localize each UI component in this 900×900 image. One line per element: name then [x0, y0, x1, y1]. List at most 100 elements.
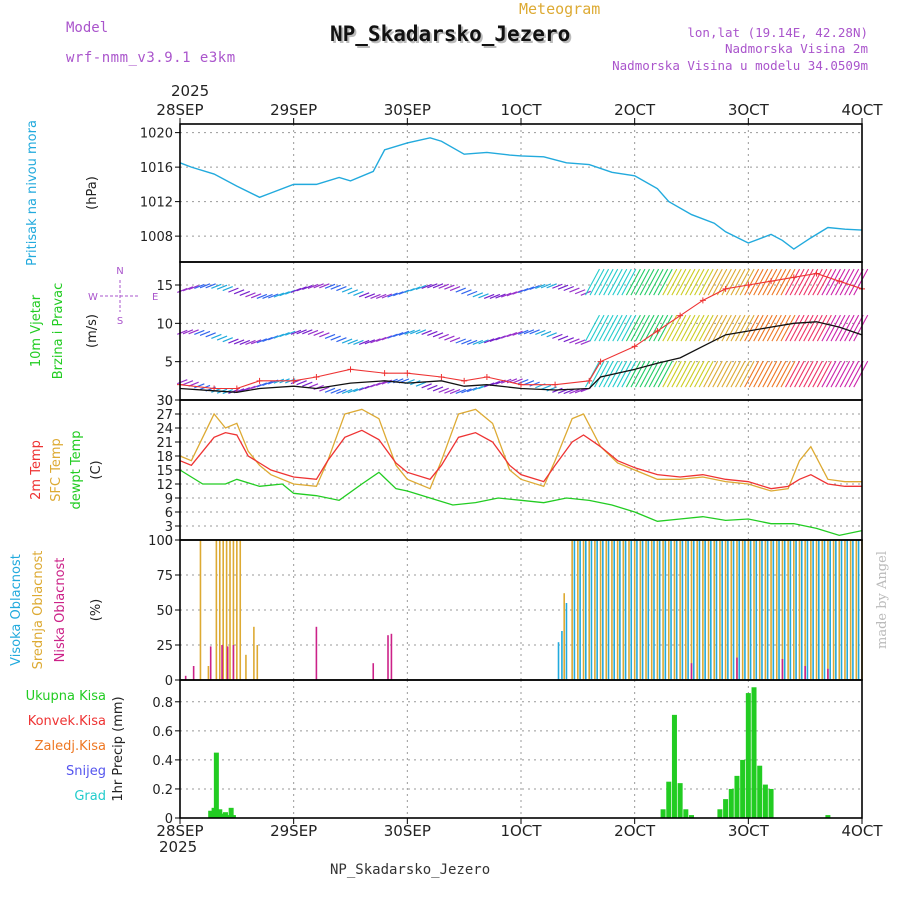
wind-arrow: [347, 388, 358, 394]
wind-arrow: [625, 314, 641, 342]
y-tick-label: 5: [165, 356, 173, 371]
wind-arrow: [798, 268, 814, 296]
wind-arrow: [644, 314, 660, 342]
y-tick-label: 21: [156, 436, 173, 451]
y-tick-label: 1020: [140, 127, 173, 142]
wind-arrow: [574, 339, 586, 345]
wind-arrow: [256, 293, 268, 299]
y-tick-label: 12: [156, 478, 173, 493]
wind-arrow: [307, 283, 319, 289]
wind-arrow: [455, 287, 466, 293]
wind-arrow: [552, 333, 563, 339]
wind-arrow: [807, 314, 823, 342]
wind-arrow: [775, 268, 791, 296]
wind-arrow: [625, 268, 641, 296]
y-tick-label: 0.8: [152, 696, 173, 711]
wind-arrow: [694, 314, 710, 342]
wind-arrow: [347, 289, 358, 295]
wind-arrow: [848, 360, 864, 388]
wind-arrow: [177, 329, 188, 335]
wind-arrow: [689, 360, 705, 388]
wind-arrow: [313, 283, 324, 289]
wind-arrow: [589, 360, 605, 388]
wind-arrow: [771, 360, 787, 388]
wind-arrow: [680, 360, 696, 388]
wind-arrow: [730, 268, 746, 296]
wind-arrow: [639, 268, 655, 296]
wind-arrow: [830, 360, 846, 388]
wind-arrow: [324, 387, 336, 393]
wind-arrow: [449, 337, 461, 343]
gust-marker: [381, 370, 388, 377]
precip-bar: [666, 781, 672, 818]
wind-arrow: [589, 314, 605, 342]
pressure-line: [179, 137, 863, 250]
wind-arrow: [780, 360, 796, 388]
wind-arrow: [794, 314, 810, 342]
wind-arrow: [523, 380, 535, 386]
wind-arrow: [540, 283, 552, 289]
x-tick-label-top: 3OCT: [728, 101, 770, 119]
wind-arrow: [302, 329, 313, 335]
y-tick-label: 30: [156, 394, 173, 409]
wind-arrow: [319, 283, 330, 289]
wind-arrow: [839, 268, 855, 296]
x-tick-label-bottom: 28SEP: [156, 822, 203, 840]
gust-marker: [518, 381, 524, 388]
x-tick-label-bottom: 3OCT: [728, 822, 770, 840]
model-name: wrf-nmm_v3.9.1 e3km: [66, 50, 236, 66]
wind-arrow: [735, 314, 750, 342]
wind-arrow: [757, 360, 773, 388]
wind-arrow: [518, 329, 529, 335]
wind-arrow: [262, 380, 273, 386]
wind-arrow: [472, 292, 484, 298]
wind-arrow: [250, 293, 262, 299]
wind-arrow: [803, 314, 819, 342]
wind-arrow: [612, 360, 628, 388]
wind-arrow: [666, 268, 682, 296]
wind-arrow: [685, 268, 700, 296]
wind-arrow: [245, 292, 256, 298]
wind-arrow: [427, 283, 438, 289]
gust-marker: [813, 270, 820, 277]
wind-arrow: [182, 329, 194, 335]
wind-arrow: [194, 383, 205, 389]
wind-arrow: [712, 360, 728, 388]
wind-arrow: [830, 268, 846, 296]
pressure-unit: (hPa): [85, 176, 100, 210]
speed-line: [179, 321, 863, 393]
wind-arrow: [478, 293, 489, 299]
wind-arrow: [844, 268, 860, 296]
wind-arrow: [330, 284, 341, 290]
wind-arrow: [812, 360, 828, 388]
wind-arrow: [685, 314, 700, 342]
wind-arrow: [188, 329, 199, 335]
wind-arrow: [228, 338, 239, 344]
wind-arrow: [584, 314, 600, 342]
compass-e: E: [152, 292, 158, 303]
wind-arrow: [324, 333, 336, 339]
wind-arrow: [621, 360, 637, 388]
wind-arrow: [607, 268, 623, 296]
wind-arrow: [364, 293, 376, 299]
wind-arrow: [762, 268, 778, 296]
wind-arrow: [563, 337, 574, 343]
wind-arrow: [753, 360, 769, 388]
precip-bar: [225, 815, 231, 818]
wind-arrow: [648, 360, 664, 388]
wind-arrow: [748, 360, 764, 388]
wind-arrow: [689, 314, 705, 342]
wind-arrow: [375, 336, 387, 343]
wind-arrow: [657, 314, 673, 342]
wind-arrow: [370, 293, 381, 299]
wind-arrow: [347, 339, 358, 345]
precip-bar: [757, 765, 763, 818]
y-tick-label: 0: [165, 394, 173, 409]
wind-arrow: [336, 337, 347, 343]
precip-bar: [745, 693, 751, 818]
wind-arrow: [364, 339, 376, 345]
wind-arrow: [336, 388, 347, 395]
precip-bar: [217, 809, 223, 818]
x-tick-label-top: 28SEP: [156, 101, 203, 119]
